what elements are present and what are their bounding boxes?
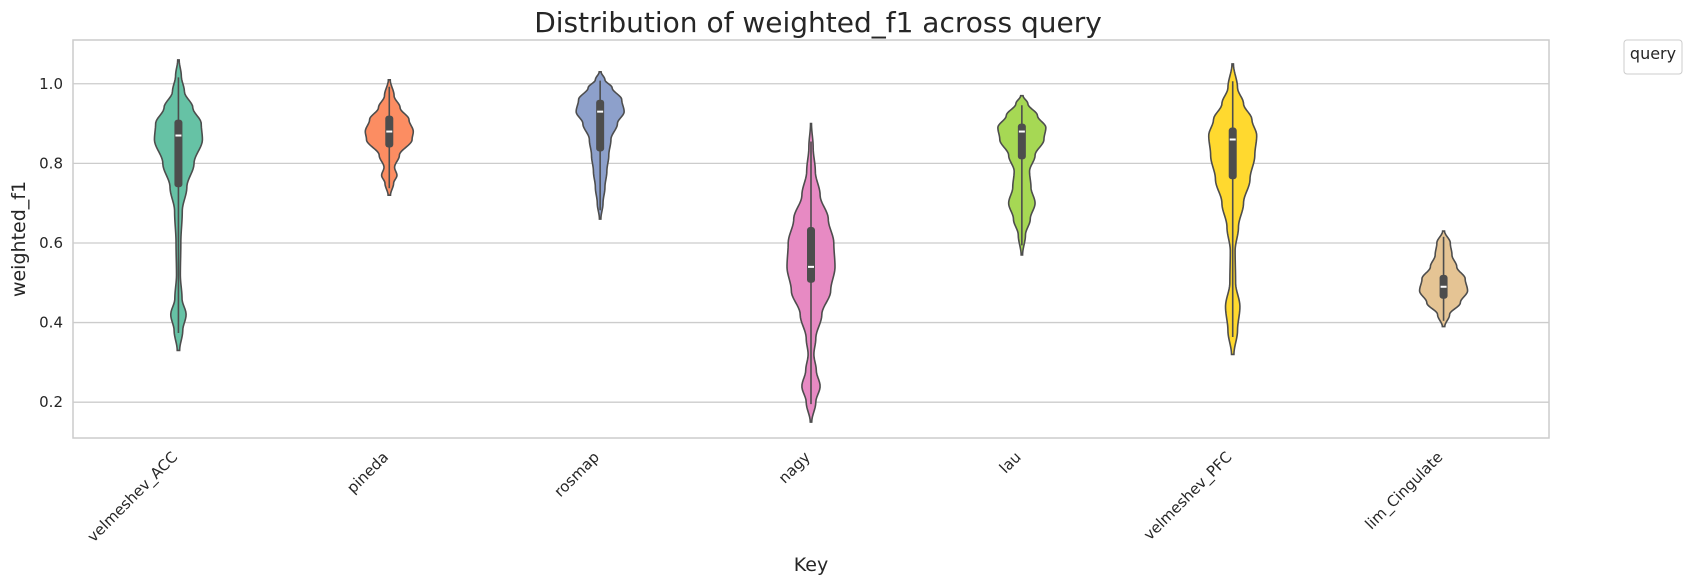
violin-nagy	[786, 122, 836, 423]
violin-rosmap	[575, 71, 625, 220]
violin-iqr-box	[807, 227, 815, 283]
x-tick-label: pineda	[343, 448, 392, 497]
violin-iqr-box	[596, 99, 605, 152]
x-tick-label: lim_Cingulate	[1361, 448, 1447, 534]
violin-lau	[997, 94, 1047, 256]
violin-pineda	[364, 79, 415, 197]
legend: query	[1623, 39, 1683, 75]
y-tick-labels: 0.2 0.4 0.6 0.8 1.0	[39, 75, 63, 411]
violin-velmeshev_PFC	[1207, 63, 1258, 356]
y-tick-label: 0.4	[39, 314, 63, 332]
y-tick-label: 0.2	[39, 393, 63, 411]
x-axis-label: Key	[794, 554, 828, 576]
violin-iqr-box	[174, 119, 183, 188]
y-tick-label: 1.0	[39, 75, 63, 93]
legend-box	[1623, 39, 1683, 75]
y-tick-label: 0.8	[39, 154, 63, 172]
chart-title: Distribution of weighted_f1 across query	[534, 6, 1102, 39]
x-tick-label: rosmap	[551, 448, 603, 500]
x-tick-label: velmeshev_ACC	[84, 448, 182, 546]
x-tick-labels: velmeshev_ACC pineda rosmap nagy lau velmeshe…	[84, 448, 1447, 546]
y-axis-label: weighted_f1	[8, 181, 30, 297]
violin-lim_Cingulate	[1418, 230, 1469, 328]
legend-title: query	[1630, 44, 1676, 63]
violin-velmeshev_ACC	[153, 59, 204, 352]
violins	[153, 59, 1469, 423]
x-tick-label: nagy	[775, 448, 814, 487]
plot-frame	[72, 39, 1550, 439]
y-tick-label: 0.6	[39, 234, 63, 252]
violin-iqr-box	[1228, 127, 1237, 180]
x-tick-label: lau	[996, 448, 1025, 477]
x-tick-label: velmeshev_PFC	[1140, 448, 1236, 544]
violin-iqr-box	[1017, 123, 1026, 160]
